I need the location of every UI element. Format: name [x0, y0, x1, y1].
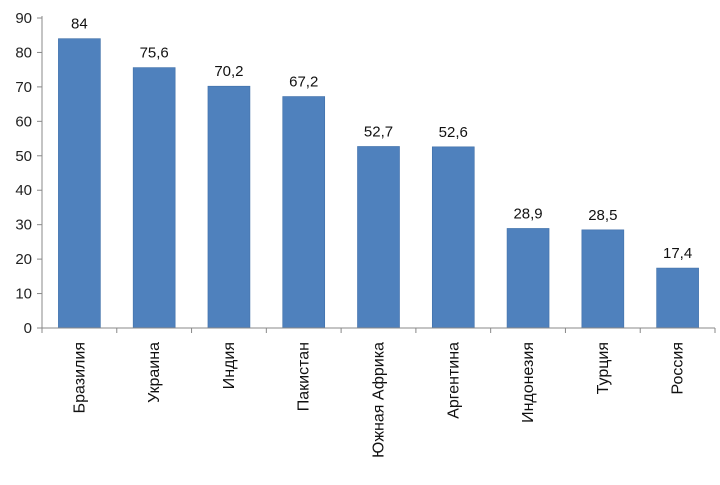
y-tick-label: 50: [15, 148, 32, 165]
bar: [656, 267, 699, 329]
y-tick-label: 60: [15, 113, 32, 130]
y-tick-label: 80: [15, 44, 32, 61]
x-axis: Бразилия Украина Индия Пакистан Южная Африка…: [41, 327, 716, 458]
bar: [357, 146, 400, 329]
data-label: 75,6: [140, 45, 169, 62]
data-label: 17,4: [663, 245, 692, 262]
data-label: 52,7: [364, 123, 393, 140]
data-labels: 84 75,6 70,2 67,2 52,7 52,6 28,9 28,5 17,4: [71, 16, 692, 262]
category-label: Аргентина: [445, 342, 462, 419]
y-tick-label: 10: [15, 286, 32, 303]
bars: [58, 38, 699, 329]
data-label: 70,2: [214, 63, 243, 80]
bar: [282, 96, 326, 329]
category-label: Россия: [670, 342, 687, 394]
y-tick-label: 40: [15, 182, 32, 199]
category-label: Индия: [221, 342, 238, 389]
data-label: 52,6: [439, 124, 468, 141]
bar: [581, 229, 625, 329]
bar: [207, 85, 251, 329]
y-tick-label: 90: [15, 10, 32, 27]
category-label: Южная Африка: [371, 342, 388, 458]
category-label: Индонезия: [520, 342, 537, 423]
y-axis: 0 10 20 30 40 50 60 70 80 90: [15, 10, 43, 337]
y-tick-label: 0: [24, 320, 32, 337]
category-label: Бразилия: [71, 342, 88, 413]
data-label: 28,5: [588, 207, 617, 224]
bar: [431, 146, 475, 329]
category-label: Украина: [146, 342, 163, 403]
bar: [58, 38, 101, 329]
y-tick-label: 70: [15, 79, 32, 96]
bar: [506, 228, 550, 329]
data-label: 84: [71, 16, 88, 33]
category-label: Пакистан: [296, 342, 313, 411]
y-tick-label: 30: [15, 217, 32, 234]
bar: [132, 67, 176, 329]
data-label: 67,2: [289, 74, 318, 91]
y-tick-label: 20: [15, 251, 32, 268]
category-label: Турция: [595, 342, 612, 394]
data-label: 28,9: [513, 205, 542, 222]
